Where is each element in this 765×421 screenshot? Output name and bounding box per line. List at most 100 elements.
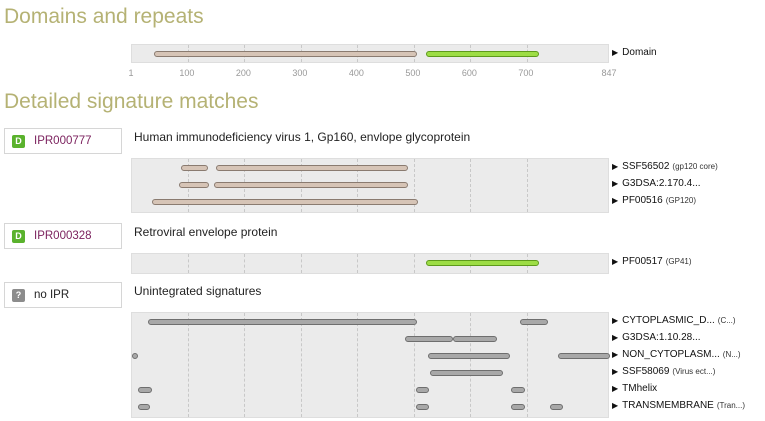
grid-line [187, 313, 189, 417]
match-bar[interactable] [426, 51, 540, 57]
grid-line [470, 313, 472, 417]
scale-tick-label: 600 [461, 68, 477, 78]
ipr-entry[interactable]: D IPR000328 [4, 223, 122, 249]
ipr-accession[interactable]: IPR000328 [34, 230, 92, 242]
signature-label[interactable]: ▶ CYTOPLASMIC_D... (C...) [612, 315, 736, 326]
grid-line [413, 159, 415, 212]
match-bar[interactable] [132, 353, 139, 359]
ipr-entry[interactable]: ? no IPR [4, 282, 122, 308]
signature-name: NON_CYTOPLASM... [622, 349, 720, 360]
expand-arrow-icon: ▶ [612, 179, 619, 188]
match-bar[interactable] [216, 165, 409, 171]
grid-line [244, 313, 246, 417]
ipr-accession[interactable]: no IPR [34, 289, 70, 301]
expand-arrow-icon: ▶ [612, 401, 619, 410]
match-bar[interactable] [510, 404, 525, 410]
signature-label[interactable]: ▶ PF00516 (GP120) [612, 195, 696, 206]
signature-label[interactable]: ▶ TRANSMEMBRANE (Tran...) [612, 400, 745, 411]
grid-line [300, 313, 302, 417]
match-bar[interactable] [180, 165, 209, 171]
match-bar[interactable] [558, 353, 610, 359]
scale-tick-label: 500 [405, 68, 421, 78]
domain-badge-icon: D [12, 230, 25, 243]
expand-arrow-icon: ▶ [612, 257, 619, 266]
signature-label[interactable]: ▶ G3DSA:1.10.28... [612, 332, 701, 343]
ipr-accession[interactable]: IPR000777 [34, 135, 92, 147]
grid-line [300, 254, 302, 273]
match-bar[interactable] [426, 260, 540, 266]
signature-name: G3DSA:1.10.28... [622, 332, 701, 343]
signature-subtitle: (Virus ect...) [672, 367, 716, 376]
signature-subtitle: (Tran...) [716, 401, 745, 410]
signature-subtitle: (gp120 core) [672, 162, 718, 171]
domain-badge-icon: D [12, 135, 25, 148]
signature-name: G3DSA:2.170.4... [622, 178, 701, 189]
match-bar[interactable] [213, 182, 409, 188]
signature-name: PF00517 [622, 256, 663, 267]
scale-tick-label: 300 [292, 68, 308, 78]
signature-name: SSF56502 [622, 161, 670, 172]
signature-track [131, 158, 609, 213]
grid-line [470, 159, 472, 212]
ipr-description: Retroviral envelope protein [134, 225, 278, 239]
signature-name: TRANSMEMBRANE [622, 400, 714, 411]
signature-subtitle: (GP120) [665, 196, 696, 205]
signature-name: CYTOPLASMIC_D... [622, 315, 715, 326]
ipr-entry[interactable]: D IPR000777 [4, 128, 122, 154]
grid-line [357, 313, 359, 417]
match-bar[interactable] [549, 404, 563, 410]
match-bar[interactable] [510, 387, 525, 393]
grid-line [413, 254, 415, 273]
signature-track [131, 253, 609, 274]
signature-label[interactable]: ▶ NON_CYTOPLASM... (N...) [612, 349, 741, 360]
domains-row-label[interactable]: ▶ Domain [612, 47, 657, 58]
expand-arrow-icon: ▶ [612, 48, 619, 57]
domain-label-text: Domain [622, 47, 657, 58]
expand-arrow-icon: ▶ [612, 384, 619, 393]
signature-label[interactable]: ▶ G3DSA:2.170.4... [612, 178, 701, 189]
expand-arrow-icon: ▶ [612, 162, 619, 171]
match-bar[interactable] [138, 387, 153, 393]
domains-track [131, 44, 609, 63]
unknown-badge-icon: ? [12, 289, 25, 302]
match-bar[interactable] [416, 387, 430, 393]
match-bar[interactable] [520, 319, 548, 325]
detailed-heading: Detailed signature matches [4, 90, 259, 113]
expand-arrow-icon: ▶ [612, 196, 619, 205]
ipr-description: Unintegrated signatures [134, 284, 262, 298]
match-bar[interactable] [429, 370, 503, 376]
signature-name: SSF58069 [622, 366, 670, 377]
match-bar[interactable] [428, 353, 510, 359]
expand-arrow-icon: ▶ [612, 316, 619, 325]
match-bar[interactable] [179, 182, 210, 188]
scale-tick-label: 400 [348, 68, 364, 78]
match-bar[interactable] [154, 51, 417, 57]
match-bar[interactable] [148, 319, 417, 325]
scale-tick-label: 100 [179, 68, 195, 78]
scale-tick-label: 1 [128, 68, 134, 78]
signature-label[interactable]: ▶ PF00517 (GP41) [612, 256, 692, 267]
scale-tick-label: 700 [518, 68, 534, 78]
match-bar[interactable] [151, 199, 419, 205]
domains-heading: Domains and repeats [4, 5, 204, 28]
signature-subtitle: (N...) [722, 350, 741, 359]
scale-tick-label: 847 [601, 68, 617, 78]
signature-track [131, 312, 610, 418]
grid-line [526, 159, 528, 212]
match-bar[interactable] [416, 404, 430, 410]
grid-line [357, 254, 359, 273]
match-bar[interactable] [138, 404, 151, 410]
expand-arrow-icon: ▶ [612, 367, 619, 376]
scale-tick-label: 200 [235, 68, 251, 78]
signature-name: PF00516 [622, 195, 663, 206]
grid-line [187, 254, 189, 273]
match-bar[interactable] [405, 336, 454, 342]
grid-line [244, 254, 246, 273]
grid-line [413, 313, 415, 417]
signature-label[interactable]: ▶ TMhelix [612, 383, 657, 394]
match-bar[interactable] [453, 336, 497, 342]
grid-line [526, 313, 528, 417]
signature-name: TMhelix [622, 383, 658, 394]
signature-label[interactable]: ▶ SSF56502 (gp120 core) [612, 161, 718, 172]
signature-label[interactable]: ▶ SSF58069 (Virus ect...) [612, 366, 715, 377]
